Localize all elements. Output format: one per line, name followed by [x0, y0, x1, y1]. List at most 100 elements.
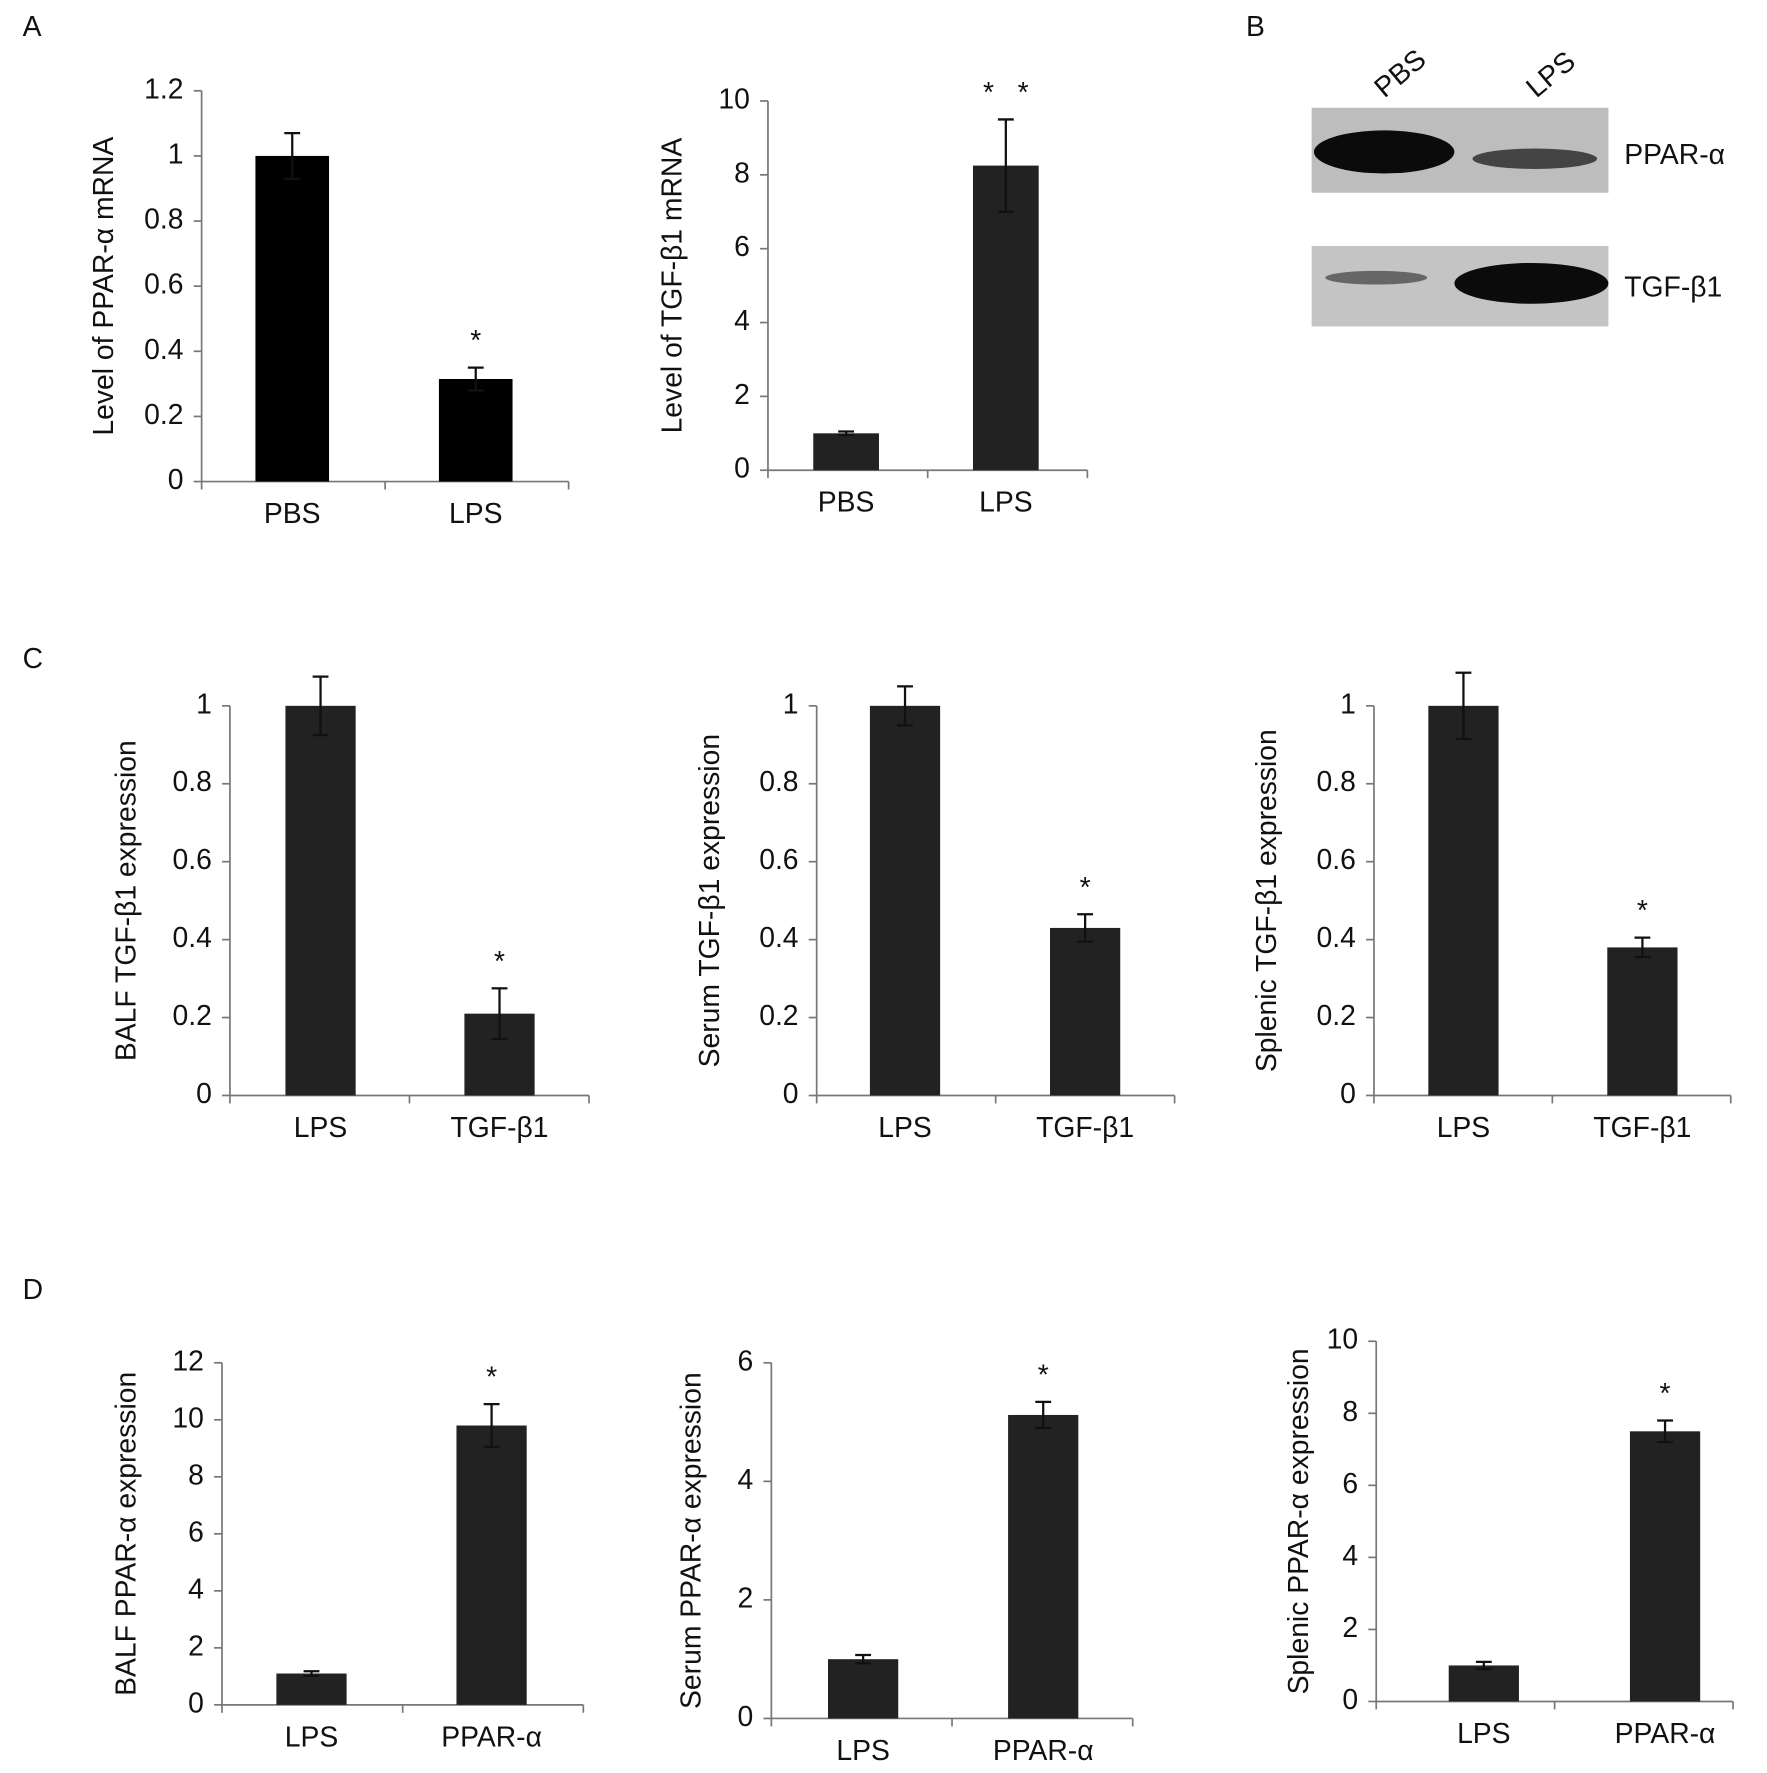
- bar: [869, 705, 941, 1096]
- x-tick-label: PPAR-α: [993, 1734, 1094, 1766]
- y-tick-label: 6: [1342, 1467, 1358, 1499]
- y-tick-label: 0.4: [759, 921, 798, 953]
- blot-band: [1472, 148, 1598, 169]
- y-tick-label: 1.2: [144, 72, 183, 104]
- y-tick-label: 0: [737, 1700, 753, 1732]
- significance-mark: *: [494, 945, 505, 977]
- blot-band: [1325, 270, 1428, 285]
- y-tick-label: 0.8: [172, 765, 211, 797]
- x-tick-label: TGF-β1: [1593, 1111, 1691, 1143]
- y-tick-label: 2: [1342, 1611, 1358, 1643]
- band-label: PPAR-α: [1624, 138, 1725, 170]
- y-tick-label: 10: [172, 1401, 203, 1433]
- y-tick-label: 4: [1342, 1539, 1358, 1571]
- x-tick-label: LPS: [1437, 1111, 1490, 1143]
- y-tick-label: 0.2: [1316, 999, 1355, 1031]
- x-tick-label: LPS: [1457, 1717, 1510, 1749]
- y-axis-label: Serum PPAR-α expression: [675, 1372, 707, 1709]
- band-label: TGF-β1: [1624, 270, 1722, 302]
- y-tick-label: 0.2: [172, 999, 211, 1031]
- lane-label: PBS: [1368, 42, 1432, 103]
- western-blot: PBS LPS PPAR-α TGF-β1: [1311, 42, 1725, 327]
- bar: [1008, 1414, 1079, 1719]
- y-tick-label: 1: [783, 687, 799, 719]
- y-tick-label: 0.6: [759, 843, 798, 875]
- y-tick-label: 0.2: [144, 398, 183, 430]
- y-tick-label: 0.2: [759, 999, 798, 1031]
- y-tick-label: 2: [188, 1629, 204, 1661]
- y-tick-label: 0.6: [172, 843, 211, 875]
- y-axis-label: Serum TGF-β1 expression: [693, 734, 725, 1067]
- bar: [1607, 947, 1678, 1096]
- x-tick-label: PPAR-α: [1615, 1717, 1716, 1749]
- bar: [1448, 1665, 1519, 1702]
- x-tick-label: PPAR-α: [441, 1720, 542, 1752]
- y-tick-label: 8: [1342, 1395, 1358, 1427]
- bar: [276, 1673, 347, 1705]
- y-tick-label: 10: [1327, 1323, 1358, 1355]
- y-tick-label: 4: [188, 1572, 204, 1604]
- panel-label: B: [1246, 10, 1265, 42]
- y-tick-label: 0: [196, 1077, 212, 1109]
- y-tick-label: 12: [172, 1344, 203, 1376]
- bar: [1629, 1431, 1701, 1702]
- significance-mark: *: [1637, 894, 1648, 926]
- significance-mark: * *: [983, 76, 1029, 108]
- panel-label: A: [23, 10, 42, 42]
- panel-label: C: [23, 642, 43, 674]
- y-tick-label: 0: [1342, 1683, 1358, 1715]
- x-tick-label: PBS: [818, 486, 875, 518]
- y-tick-label: 0.6: [1316, 843, 1355, 875]
- y-tick-label: 4: [737, 1463, 753, 1495]
- y-tick-label: 0.4: [144, 333, 183, 365]
- y-tick-label: 6: [737, 1344, 753, 1376]
- y-axis-label: Level of TGF-β1 mRNA: [655, 138, 687, 434]
- y-tick-label: 8: [734, 156, 750, 188]
- panel-label: D: [23, 1273, 43, 1305]
- y-tick-label: 0.4: [172, 921, 211, 953]
- x-tick-label: LPS: [294, 1111, 348, 1143]
- y-axis-label: Splenic PPAR-α expression: [1282, 1348, 1314, 1694]
- y-tick-label: 6: [188, 1515, 204, 1547]
- bar: [972, 165, 1039, 471]
- bar: [438, 378, 513, 482]
- y-axis-label: Level of PPAR-α mRNA: [87, 137, 119, 436]
- significance-mark: *: [1080, 871, 1091, 903]
- y-tick-label: 0.6: [144, 268, 183, 300]
- x-tick-label: LPS: [878, 1111, 932, 1143]
- bar: [285, 705, 356, 1096]
- significance-mark: *: [486, 1361, 497, 1393]
- y-axis-label: Splenic TGF-β1 expression: [1250, 729, 1282, 1072]
- y-axis-label: BALF TGF-β1 expression: [109, 740, 141, 1061]
- x-tick-label: TGF-β1: [1036, 1111, 1134, 1143]
- bar: [1428, 705, 1499, 1096]
- bar: [255, 155, 330, 482]
- y-tick-label: 0.8: [144, 203, 183, 235]
- y-tick-label: 0: [783, 1077, 799, 1109]
- y-tick-label: 1: [168, 137, 184, 169]
- significance-mark: *: [1038, 1358, 1049, 1390]
- x-tick-label: LPS: [449, 497, 503, 529]
- x-tick-label: LPS: [836, 1734, 890, 1766]
- y-tick-label: 0: [734, 452, 750, 484]
- bar: [456, 1425, 527, 1705]
- y-tick-label: 2: [734, 378, 750, 410]
- y-tick-label: 0: [1340, 1077, 1356, 1109]
- y-tick-label: 0.4: [1316, 921, 1355, 953]
- blot-band: [1313, 130, 1455, 174]
- bar: [827, 1659, 899, 1719]
- lane-label: LPS: [1519, 44, 1581, 103]
- x-tick-label: LPS: [979, 486, 1033, 518]
- y-tick-label: 0: [168, 463, 184, 495]
- y-tick-label: 10: [718, 82, 749, 114]
- y-tick-label: 1: [196, 687, 212, 719]
- y-tick-label: 0.8: [1316, 765, 1355, 797]
- bar: [813, 433, 879, 471]
- y-tick-label: 8: [188, 1458, 204, 1490]
- y-tick-label: 6: [734, 230, 750, 262]
- y-tick-label: 1: [1340, 687, 1356, 719]
- blot-band: [1454, 262, 1609, 304]
- significance-mark: *: [1660, 1377, 1671, 1409]
- x-tick-label: TGF-β1: [451, 1111, 549, 1143]
